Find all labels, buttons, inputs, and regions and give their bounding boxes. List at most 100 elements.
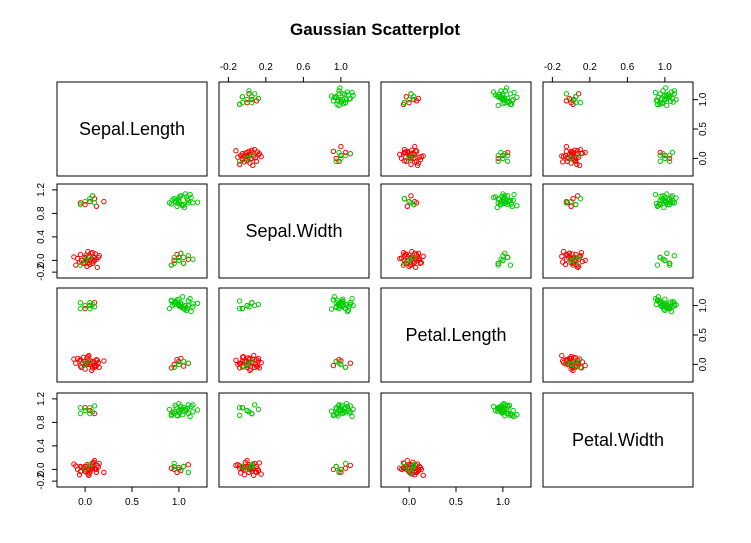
x-tick-label: 0.0 [402, 497, 416, 508]
data-point [190, 304, 196, 310]
panel-3-1 [218, 392, 370, 488]
data-point [176, 361, 182, 368]
data-point [404, 457, 410, 464]
data-point [247, 367, 253, 373]
data-point [256, 365, 262, 371]
x-tick-label: -0.2 [220, 62, 238, 73]
data-point [166, 406, 173, 413]
data-point [411, 254, 417, 261]
data-point [411, 152, 417, 159]
data-point [504, 149, 511, 156]
data-point [249, 358, 255, 365]
data-point [171, 460, 177, 467]
data-point [568, 96, 574, 103]
data-point [669, 200, 676, 206]
data-point [190, 256, 196, 262]
data-point [180, 254, 187, 261]
data-point [239, 305, 246, 312]
data-point [171, 364, 177, 370]
data-point [495, 102, 501, 109]
data-point [563, 357, 570, 363]
data-point [347, 409, 353, 415]
data-point [340, 296, 346, 302]
data-point [495, 196, 501, 202]
data-point [171, 463, 177, 470]
data-point [664, 102, 670, 109]
data-point [404, 148, 410, 155]
panel-frame [218, 183, 370, 279]
data-point [240, 354, 247, 360]
data-point [502, 193, 508, 199]
data-point [347, 360, 353, 366]
data-point [188, 308, 194, 315]
data-point [168, 412, 175, 418]
data-point [187, 295, 193, 302]
data-point [168, 365, 175, 371]
data-point [333, 410, 339, 417]
y-tick-label: 0.0 [36, 253, 47, 267]
panel-0-3 [542, 81, 694, 177]
data-point [490, 89, 497, 95]
data-point [397, 255, 403, 262]
x-tick-label: 0.2 [259, 62, 273, 73]
data-point [500, 155, 506, 162]
data-point [511, 89, 517, 96]
data-point [406, 155, 412, 162]
data-point [242, 459, 249, 465]
panel-frame [56, 81, 208, 177]
data-point [249, 99, 255, 106]
data-point [495, 158, 501, 165]
data-point [671, 253, 677, 259]
data-point [330, 148, 337, 155]
data-point [249, 463, 255, 470]
data-point [87, 305, 93, 312]
data-point [182, 191, 189, 197]
data-point [82, 463, 88, 470]
panel-frame [542, 392, 694, 488]
data-point [249, 147, 255, 153]
data-point [91, 304, 98, 310]
y-tick-label: 0.5 [698, 122, 709, 136]
x-tick-label: -0.2 [544, 62, 562, 73]
data-point [76, 472, 83, 478]
data-point [349, 413, 355, 420]
data-point [344, 89, 351, 95]
data-point [494, 204, 500, 211]
data-point [559, 253, 565, 259]
data-point [340, 407, 346, 414]
data-point [404, 203, 410, 210]
data-point [239, 463, 246, 470]
variable-label: Petal.Width [572, 430, 664, 450]
data-point [490, 403, 497, 410]
variable-label: Sepal.Length [79, 119, 185, 139]
data-point [420, 253, 426, 259]
data-point [190, 200, 196, 206]
x-tick-label: 1.0 [334, 62, 348, 73]
data-point [236, 305, 243, 312]
data-point [179, 203, 186, 209]
data-point [403, 94, 409, 100]
data-point [568, 257, 574, 264]
panel-frame [56, 287, 208, 383]
data-point [194, 199, 201, 205]
y-tick-label: 0.8 [36, 415, 47, 429]
data-point [188, 194, 194, 201]
data-point [185, 200, 192, 206]
data-point [255, 406, 262, 413]
data-point [498, 149, 504, 156]
data-point [256, 151, 262, 157]
data-point [185, 360, 192, 366]
panel-1-3 [542, 183, 694, 279]
data-point [333, 300, 339, 306]
data-point [342, 152, 349, 159]
panel-3-0 [56, 392, 208, 488]
data-point [251, 91, 258, 97]
data-point [331, 294, 337, 300]
data-point [495, 94, 501, 100]
data-point [401, 196, 408, 202]
data-point [91, 403, 98, 409]
data-point [401, 99, 408, 106]
data-point [562, 152, 569, 159]
data-point [573, 254, 579, 261]
data-point [573, 260, 579, 266]
